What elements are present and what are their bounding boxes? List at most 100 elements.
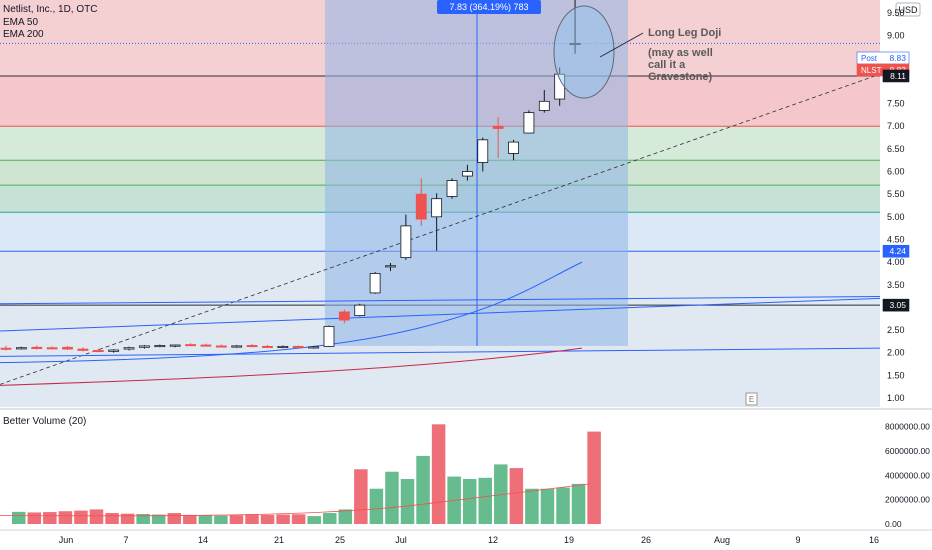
- volume-bar: [323, 513, 337, 524]
- volume-bar: [369, 488, 384, 524]
- volume-bar: [43, 512, 57, 524]
- annotation-arrow: [599, 32, 644, 58]
- price-tick-label: 4.50: [887, 234, 905, 244]
- candle-body[interactable]: [154, 345, 166, 348]
- candle-body[interactable]: [277, 345, 289, 348]
- candle-body[interactable]: [415, 193, 427, 220]
- annotation-text[interactable]: call it a: [648, 59, 686, 71]
- volume-bar: [245, 514, 259, 524]
- volume-tick-label: 0.00: [885, 519, 902, 529]
- volume-tick-label: 4000000.00: [885, 470, 930, 480]
- candle-body[interactable]: [400, 225, 412, 258]
- annotation-text[interactable]: Gravestone): [648, 71, 713, 83]
- volume-bar: [58, 511, 73, 524]
- indicator-ema50[interactable]: EMA 50: [3, 17, 38, 28]
- candle-body[interactable]: [538, 100, 550, 111]
- candle-body[interactable]: [231, 345, 243, 348]
- candle-body[interactable]: [185, 344, 196, 347]
- candle-body[interactable]: [77, 348, 89, 351]
- candle-body[interactable]: [200, 344, 212, 347]
- candle-body[interactable]: [108, 349, 120, 352]
- symbol-title[interactable]: Netlist, Inc., 1D, OTC: [3, 4, 97, 15]
- volume-bar: [307, 516, 321, 524]
- candle-body[interactable]: [323, 326, 335, 347]
- candle-body[interactable]: [508, 141, 519, 154]
- candle-body[interactable]: [385, 265, 396, 268]
- volume-average-line: [0, 483, 591, 517]
- candle-body[interactable]: [431, 198, 443, 218]
- price-tick-label: 9.50: [887, 8, 905, 18]
- candle-body[interactable]: [369, 273, 381, 294]
- doji-highlight-circle[interactable]: [553, 5, 615, 99]
- candle-body[interactable]: [338, 311, 350, 321]
- candle-body[interactable]: [354, 304, 366, 316]
- price-tick-label: 1.00: [887, 393, 905, 403]
- volume-bar: [12, 511, 26, 524]
- volume-bar: [385, 471, 399, 524]
- price-tick-label: 9.00: [887, 31, 905, 41]
- candle-body[interactable]: [62, 346, 73, 350]
- candle-body[interactable]: [92, 350, 104, 353]
- candle-body[interactable]: [246, 345, 258, 348]
- candle-body[interactable]: [46, 347, 58, 350]
- earnings-badge[interactable]: [745, 392, 758, 406]
- price-tick-label: 2.50: [887, 325, 905, 335]
- candle-body[interactable]: [446, 180, 458, 197]
- annotation-text[interactable]: (may as well: [648, 47, 713, 59]
- price-tag-source: Post: [861, 54, 878, 63]
- volume-bar: [183, 514, 197, 524]
- candle-body[interactable]: [15, 347, 27, 350]
- price-tick-label: 7.50: [887, 99, 905, 109]
- volume-pane-title[interactable]: Better Volume (20): [3, 416, 86, 427]
- annotation-text[interactable]: Long Leg Doji: [648, 27, 721, 39]
- candle-body[interactable]: [523, 112, 535, 134]
- price-tag-value: 4.24: [889, 246, 906, 256]
- candle-body[interactable]: [31, 346, 43, 350]
- trendline-lower[interactable]: [0, 347, 881, 357]
- ema50-line[interactable]: [0, 261, 583, 364]
- volume-bar: [291, 514, 306, 524]
- candle-body[interactable]: [292, 345, 304, 348]
- time-tick-label: Aug: [714, 535, 730, 545]
- candle-body[interactable]: [477, 139, 489, 163]
- time-tick-label: 19: [564, 535, 574, 545]
- candle-body[interactable]: [0, 347, 12, 350]
- candle-body[interactable]: [461, 171, 473, 177]
- candle-body[interactable]: [215, 345, 227, 348]
- time-tick-label: 26: [641, 535, 651, 545]
- volume-bar: [494, 464, 508, 524]
- volume-bar: [354, 469, 368, 524]
- time-tick-label: 14: [198, 535, 208, 545]
- volume-bar: [416, 455, 430, 524]
- volume-scale[interactable]: 8000000.00 6000000.00 4000000.00 2000000.00…: [885, 422, 930, 529]
- currency-button[interactable]: [895, 2, 921, 17]
- time-tick-label: 9: [795, 535, 800, 545]
- price-tag-source: NLST: [861, 66, 882, 75]
- candle-body[interactable]: [308, 346, 320, 349]
- candle-body[interactable]: [569, 42, 581, 45]
- time-tick-label: 25: [335, 535, 345, 545]
- volume-bar: [89, 509, 104, 524]
- trendline-dashed[interactable]: [0, 73, 881, 385]
- trendline-upper[interactable]: [0, 297, 881, 332]
- volume-bar: [556, 487, 570, 524]
- candle-body[interactable]: [139, 345, 150, 348]
- volume-bar: [587, 431, 601, 524]
- candle-body[interactable]: [492, 125, 504, 129]
- price-tag: [882, 298, 910, 312]
- candle-body[interactable]: [123, 347, 135, 350]
- ema200-line[interactable]: [0, 347, 583, 386]
- trendline-mid[interactable]: [0, 296, 881, 305]
- price-tick-label: 5.00: [887, 212, 905, 222]
- volume-bar: [136, 514, 150, 524]
- price-tag-value: 3.05: [889, 300, 906, 310]
- time-axis[interactable]: Jun 7 14 21 25 Jul 12 19 26 Aug 9 16: [59, 535, 879, 545]
- candle-body[interactable]: [169, 344, 181, 347]
- ema-lines: [0, 261, 583, 386]
- indicator-ema200[interactable]: EMA 200: [3, 29, 44, 40]
- candle-body[interactable]: [262, 345, 273, 348]
- price-tick-label: 6.00: [887, 167, 905, 177]
- price-scale[interactable]: 9.509.008.507.507.006.506.005.505.004.50…: [887, 8, 905, 403]
